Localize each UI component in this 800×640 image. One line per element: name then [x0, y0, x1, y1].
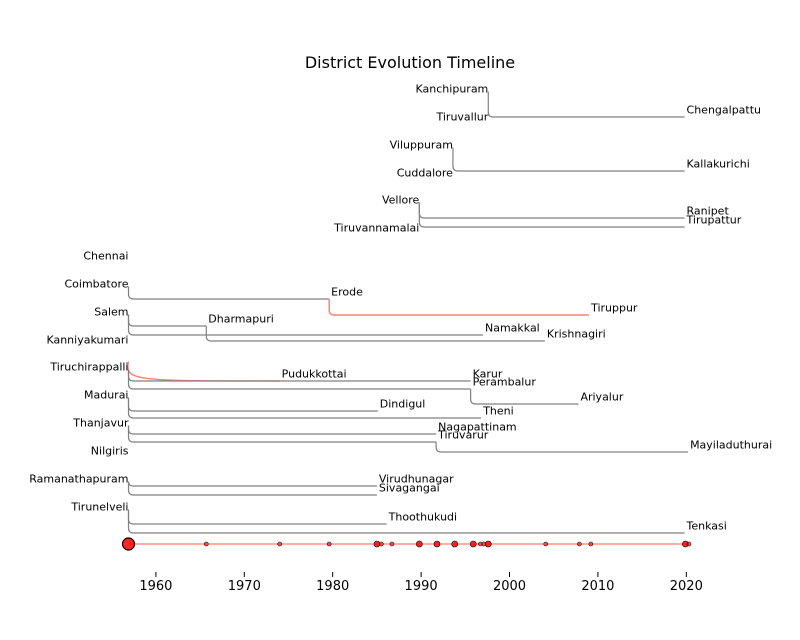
parent-label-viluppuram: Viluppuram — [390, 139, 453, 152]
branch-dharmapuri-to-krishnagiri — [205, 326, 545, 342]
district-label-dharmapuri: Dharmapuri — [208, 313, 274, 326]
district-label-tirupattur: Tirupattur — [686, 214, 742, 227]
event-marker-9 — [451, 540, 458, 548]
event-marker-8 — [433, 540, 441, 548]
district-label-tenkasi: Tenkasi — [686, 520, 727, 533]
parent-label-thanjavur: Thanjavur — [72, 417, 129, 430]
branch-salem-to-dharmapuri — [127, 314, 207, 327]
event-marker-7 — [416, 540, 423, 548]
x-tick-label-1970: 1970 — [228, 579, 261, 594]
parent-label-ramanathapuram: Ramanathapuram — [29, 473, 128, 486]
parent-label-vellore: Vellore — [382, 194, 420, 207]
district-label-nagapattinam: Nagapattinam — [438, 421, 517, 434]
x-tick-label-2020: 2020 — [670, 579, 703, 594]
branch-tirunelveli-to-tenkasi — [127, 509, 685, 534]
parent-label-madurai: Madurai — [84, 389, 129, 402]
event-marker-5 — [379, 541, 384, 547]
x-tick-label-1990: 1990 — [405, 579, 438, 594]
parent-district-labels: Kanchipuram Tiruvallur Viluppuram Cuddalore… — [29, 83, 489, 514]
chart-title: District Evolution Timeline — [305, 53, 515, 72]
event-marker-1 — [203, 541, 209, 547]
branch-lines — [127, 91, 689, 534]
district-label-krishnagiri: Krishnagiri — [547, 328, 606, 341]
branch-kanchipuram-to-chengalpattu — [487, 91, 685, 118]
parent-label-tirunelveli: Tirunelveli — [70, 501, 128, 514]
district-label-pudukkottai: Pudukkottai — [282, 368, 347, 381]
branch-tiruvarur-to-mayiladuthurai — [435, 442, 689, 453]
event-marker-18 — [686, 541, 692, 547]
new-district-labels: Chengalpattu Kallakurichi RanipetTirupattu… — [208, 104, 772, 533]
district-label-sivagangai: Sivagangai — [379, 482, 440, 495]
event-marker-15 — [577, 541, 582, 547]
district-label-kallakurichi: Kallakurichi — [687, 158, 750, 171]
x-axis: 1960 1970 1980 1990 2000 2010 2020 — [139, 572, 703, 594]
branch-ramanathapuram-to-virudhunagar — [127, 481, 377, 487]
district-label-tiruvarur: Tiruvarur — [437, 429, 489, 442]
branch-perambalur-to-ariyalur — [470, 389, 579, 405]
branch-madurai-to-dindigul — [127, 397, 378, 412]
branch-vellore-to-tirupattur — [418, 202, 685, 228]
branch-tiruchirappalli-to-perambalur — [127, 369, 471, 390]
district-label-mayiladuthurai: Mayiladuthurai — [690, 439, 772, 452]
x-tick-label-1960: 1960 — [139, 579, 172, 594]
event-marker-10 — [469, 540, 477, 548]
parent-label-tiruvallur: Tiruvallur — [435, 111, 488, 124]
branch-tirunelveli-to-thoothukudi — [127, 509, 387, 525]
parent-label-coimbatore: Coimbatore — [65, 278, 129, 291]
x-tick-label-2000: 2000 — [493, 579, 526, 594]
x-tick-label-1980: 1980 — [316, 579, 349, 594]
branch-tiruchirappalli-to-pudukkottai — [127, 361, 280, 382]
branch-viluppuram-to-kallakurichi — [452, 147, 685, 172]
district-label-chengalpattu: Chengalpattu — [687, 104, 762, 117]
district-label-thoothukudi: Thoothukudi — [388, 511, 457, 524]
parent-label-salem: Salem — [94, 306, 128, 319]
event-marker-6 — [389, 541, 395, 547]
branch-thanjavur-to-nagapattinam — [127, 425, 437, 435]
parent-label-chennai: Chennai — [83, 250, 128, 263]
event-marker-16 — [588, 541, 594, 547]
parent-label-cuddalore: Cuddalore — [397, 167, 453, 180]
event-marker-3 — [326, 541, 332, 547]
event-marker-2 — [277, 541, 282, 547]
branch-coimbatore-to-erode — [127, 286, 330, 300]
district-label-karur: Karur — [473, 368, 503, 381]
event-marker-13 — [484, 540, 492, 548]
parent-label-kanchipuram: Kanchipuram — [416, 83, 489, 96]
event-marker-0 — [121, 537, 136, 551]
district-label-dindigul: Dindigul — [380, 398, 426, 411]
branch-ramanathapuram-to-sivagangai — [127, 481, 377, 496]
branch-thanjavur-to-tiruvarur — [127, 425, 437, 443]
branch-salem-to-namakkal — [127, 314, 483, 336]
branch-madurai-to-theni — [127, 397, 482, 419]
parent-label-kanniyakumari: Kanniyakumari — [46, 334, 128, 347]
district-label-virudhunagar: Virudhunagar — [379, 473, 454, 486]
district-label-perambalur: Perambalur — [473, 376, 537, 389]
parent-label-tiruvannamalai: Tiruvannamalai — [333, 222, 419, 235]
district-label-ranipet: Ranipet — [687, 205, 730, 218]
parent-label-tiruchirappalli: Tiruchirappalli — [49, 361, 128, 374]
event-timeline — [121, 537, 692, 551]
event-marker-4 — [373, 540, 381, 548]
district-label-erode: Erode — [331, 286, 363, 299]
district-label-theni: Theni — [482, 405, 514, 418]
branch-vellore-to-ranipet — [418, 202, 685, 219]
x-tick-label-2010: 2010 — [581, 579, 614, 594]
branch-erode-to-tiruppur — [328, 299, 590, 316]
district-label-tiruppur: Tiruppur — [590, 302, 638, 315]
event-marker-14 — [543, 541, 549, 547]
district-label-ariyalur: Ariyalur — [580, 391, 623, 404]
parent-label-nilgiris: Nilgiris — [91, 445, 129, 458]
district-label-namakkal: Namakkal — [485, 322, 540, 335]
